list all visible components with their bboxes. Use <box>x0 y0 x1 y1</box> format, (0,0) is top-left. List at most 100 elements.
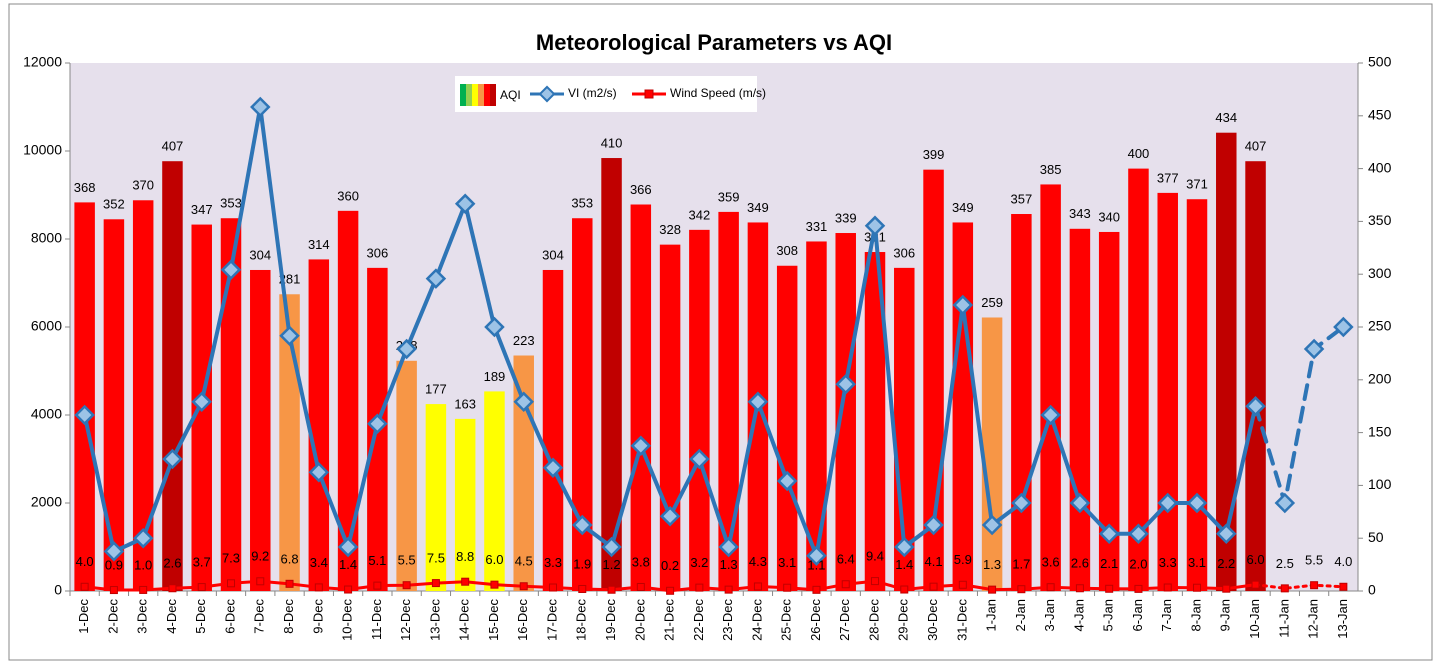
marker <box>1251 580 1260 589</box>
x-tick-label: 13-Jan <box>1335 599 1350 639</box>
bar <box>74 202 95 591</box>
bar-label: 314 <box>308 237 330 252</box>
x-tick-label: 23-Dec <box>720 599 735 641</box>
x-tick-label: 6-Jan <box>1130 599 1145 632</box>
y2-tick-label: 400 <box>1368 159 1392 175</box>
bar <box>806 241 827 592</box>
data-label: 7.5 <box>427 551 445 566</box>
marker <box>80 582 89 591</box>
data-label: 3.8 <box>632 554 650 569</box>
x-tick-label: 28-Dec <box>866 599 881 641</box>
legend-box <box>455 76 757 112</box>
marker <box>402 581 411 590</box>
bar <box>1128 168 1149 591</box>
bar <box>601 158 622 592</box>
bar-label: 359 <box>718 189 740 204</box>
bar <box>1069 228 1091 592</box>
x-tick-label: 4-Jan <box>1071 599 1086 632</box>
bar <box>337 210 359 591</box>
x-tick-label: 11-Jan <box>1276 599 1291 638</box>
data-label: 5.5 <box>398 553 416 568</box>
data-label: 2.5 <box>1276 556 1294 571</box>
bar-label: 360 <box>337 188 359 203</box>
bar <box>396 360 417 591</box>
marker <box>776 470 798 492</box>
marker <box>1274 492 1296 514</box>
y-tick-label: 12000 <box>23 54 62 70</box>
data-label: 9.4 <box>866 549 884 564</box>
marker <box>109 586 118 595</box>
bar-label: 189 <box>484 369 506 384</box>
marker <box>1040 404 1061 426</box>
data-label: 0.2 <box>661 558 679 573</box>
marker <box>461 577 470 586</box>
y2-tick-label: 100 <box>1368 476 1392 492</box>
bar-label: 366 <box>630 182 652 197</box>
bar <box>572 218 593 591</box>
bar-label: 399 <box>923 147 945 162</box>
marker <box>367 413 388 435</box>
bar <box>689 229 710 591</box>
data-label: 2.1 <box>1100 556 1118 571</box>
bar-label: 368 <box>74 180 96 195</box>
marker <box>250 96 271 118</box>
marker <box>344 585 353 594</box>
data-label: 1.4 <box>895 557 913 572</box>
y2-tick-label: 450 <box>1368 107 1392 123</box>
bar-label: 340 <box>1098 209 1120 224</box>
x-tick-label: 16-Dec <box>515 599 530 641</box>
bar <box>630 204 652 591</box>
marker <box>132 527 154 549</box>
x-tick-label: 11-Dec <box>369 599 384 640</box>
marker <box>139 585 148 594</box>
x-tick-label: 10-Dec <box>340 599 355 641</box>
marker <box>1163 583 1172 592</box>
marker <box>958 580 967 589</box>
x-tick-label: 3-Jan <box>1042 599 1057 632</box>
marker <box>871 577 879 586</box>
marker <box>74 404 95 426</box>
marker <box>396 338 417 360</box>
bar-label: 347 <box>191 202 213 217</box>
x-tick-label: 8-Dec <box>281 599 296 634</box>
bar <box>776 265 798 591</box>
marker <box>425 268 447 289</box>
y2-tick-label: 150 <box>1368 423 1392 439</box>
bar <box>454 418 476 591</box>
marker <box>1193 583 1201 592</box>
bar-label: 223 <box>513 333 535 348</box>
marker <box>689 448 710 470</box>
marker <box>724 585 733 594</box>
marker <box>1011 492 1032 514</box>
x-tick-label: 7-Jan <box>1159 599 1174 632</box>
marker <box>753 582 762 591</box>
data-label: 2.6 <box>163 556 181 571</box>
marker <box>1046 583 1055 592</box>
data-label: 1.9 <box>573 556 591 571</box>
bar-label: 339 <box>835 210 857 225</box>
bar-label: 370 <box>132 178 154 193</box>
marker <box>337 536 359 558</box>
marker <box>519 582 528 591</box>
data-label: 7.3 <box>222 551 240 566</box>
marker <box>1280 584 1289 593</box>
marker <box>1310 581 1319 590</box>
y2-tick-label: 300 <box>1368 265 1392 281</box>
y-tick-label: 8000 <box>31 230 62 246</box>
marker <box>718 536 739 558</box>
x-tick-label: 1-Dec <box>76 599 91 634</box>
marker <box>636 582 645 591</box>
x-tick-label: 17-Dec <box>544 599 559 641</box>
marker <box>894 536 915 558</box>
data-label: 5.1 <box>368 553 386 568</box>
bar-label: 259 <box>981 295 1003 310</box>
bar-label: 349 <box>747 200 769 215</box>
bar-label: 306 <box>893 245 915 260</box>
marker <box>256 577 265 586</box>
bar-label: 385 <box>1040 162 1062 177</box>
legend-swatch <box>478 84 484 106</box>
marker <box>1017 585 1026 594</box>
x-tick-label: 13-Dec <box>427 599 442 641</box>
marker <box>601 536 622 558</box>
bar <box>103 219 125 591</box>
